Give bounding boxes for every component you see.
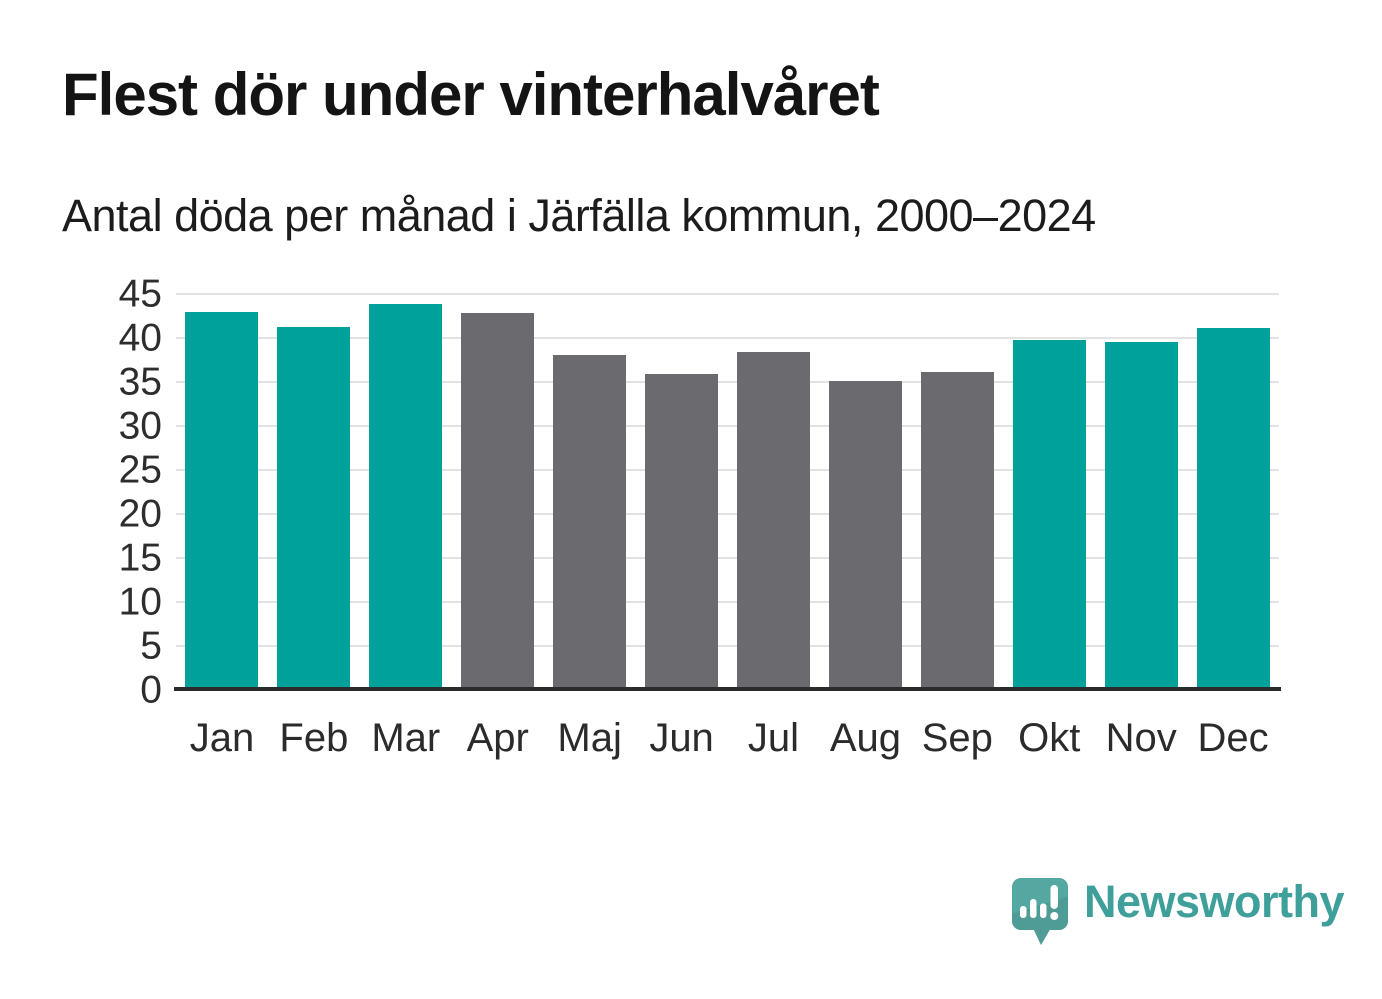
bar-sep xyxy=(920,372,994,690)
x-tick-label-jun: Jun xyxy=(649,716,714,760)
bar-aug xyxy=(828,381,902,690)
newsworthy-logo-icon xyxy=(1012,878,1068,945)
bar-jul xyxy=(736,352,810,690)
gridline-5 xyxy=(176,645,1279,647)
newsworthy-logo: Newsworthy xyxy=(1010,876,1345,948)
y-tick-label-45: 45 xyxy=(118,272,162,316)
bar-nov xyxy=(1104,342,1178,690)
bar-slot-aug xyxy=(819,294,911,690)
bar-slot-sep xyxy=(911,294,1003,690)
newsworthy-logo-text: Newsworthy xyxy=(1084,876,1345,927)
x-tick-label-dec: Dec xyxy=(1197,716,1269,760)
bar-slot-okt xyxy=(1003,294,1095,690)
bar-slot-jun xyxy=(636,294,728,690)
y-tick-label-0: 0 xyxy=(140,668,162,712)
bar-slot-feb xyxy=(268,294,360,690)
gridline-25 xyxy=(176,469,1279,471)
x-tick-label-nov: Nov xyxy=(1105,716,1177,760)
x-axis-line xyxy=(174,687,1281,691)
bar-slot-dec xyxy=(1187,294,1279,690)
x-tick-label-feb: Feb xyxy=(279,716,349,760)
bar-dec xyxy=(1196,328,1270,690)
bar-slot-jan xyxy=(176,294,268,690)
bar-series xyxy=(176,294,1279,690)
y-tick-label-15: 15 xyxy=(118,536,162,580)
y-tick-label-35: 35 xyxy=(118,360,162,404)
x-tick-label-sep: Sep xyxy=(921,716,993,760)
bar-okt xyxy=(1012,339,1086,690)
y-tick-label-40: 40 xyxy=(118,316,162,360)
x-tick-label-mar: Mar xyxy=(371,716,441,760)
y-tick-label-10: 10 xyxy=(118,580,162,624)
y-tick-label-25: 25 xyxy=(118,448,162,492)
x-tick-label-aug: Aug xyxy=(829,716,901,760)
bar-slot-maj xyxy=(544,294,636,690)
gridline-20 xyxy=(176,513,1279,515)
bar-maj xyxy=(553,354,627,690)
gridline-45 xyxy=(176,293,1279,295)
y-tick-label-5: 5 xyxy=(140,624,162,668)
gridline-35 xyxy=(176,381,1279,383)
chart-subtitle: Antal döda per månad i Järfälla kommun, … xyxy=(62,190,1096,241)
bar-slot-apr xyxy=(452,294,544,690)
bar-jun xyxy=(645,374,719,690)
x-tick-label-apr: Apr xyxy=(466,716,529,760)
y-tick-label-30: 30 xyxy=(118,404,162,448)
x-tick-label-jan: Jan xyxy=(189,716,255,760)
gridline-10 xyxy=(176,601,1279,603)
gridline-15 xyxy=(176,557,1279,559)
bar-mar xyxy=(369,303,443,690)
bar-jan xyxy=(185,311,259,690)
gridline-40 xyxy=(176,337,1279,339)
x-tick-label-maj: Maj xyxy=(557,716,622,760)
x-tick-label-okt: Okt xyxy=(1018,716,1081,760)
chart-title: Flest dör under vinterhalvåret xyxy=(62,61,880,128)
x-tick-label-jul: Jul xyxy=(747,716,800,760)
gridline-30 xyxy=(176,425,1279,427)
bar-apr xyxy=(461,313,535,690)
bar-slot-jul xyxy=(728,294,820,690)
bar-feb xyxy=(277,327,351,690)
bar-slot-nov xyxy=(1095,294,1187,690)
bar-slot-mar xyxy=(360,294,452,690)
y-tick-label-20: 20 xyxy=(118,492,162,536)
x-axis-tick-labels: Jan Feb Mar Apr Maj Jun Jul Aug Sep Okt Nov Dec xyxy=(176,716,1279,761)
